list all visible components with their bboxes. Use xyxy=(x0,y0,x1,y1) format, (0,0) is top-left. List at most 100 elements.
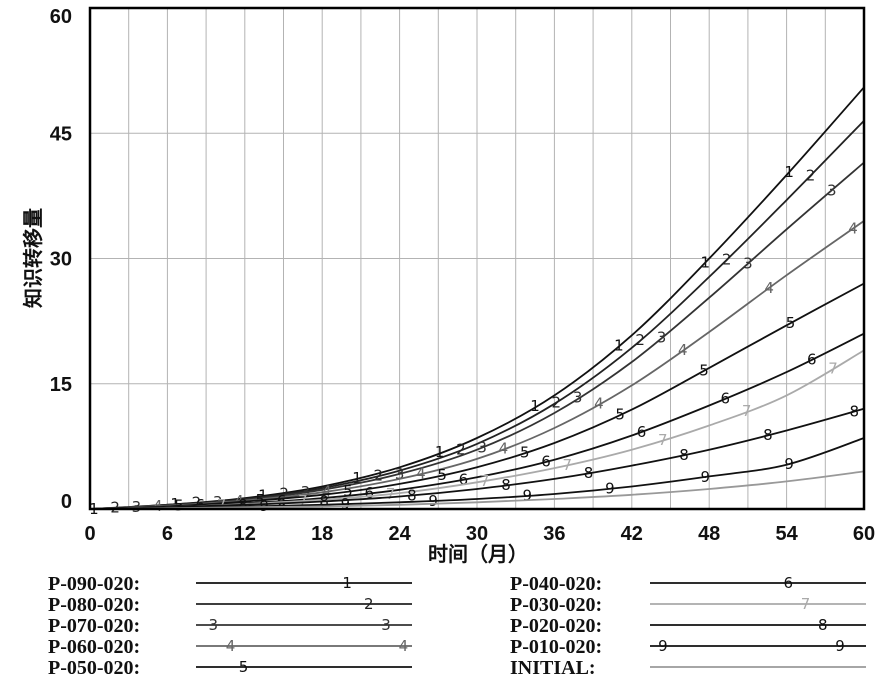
series-marker-9: 9 xyxy=(259,497,269,515)
series-marker-6: 6 xyxy=(807,351,817,369)
series-marker-9: 9 xyxy=(428,492,438,510)
grid xyxy=(90,8,864,509)
legend-label: P-050-020: xyxy=(48,657,140,679)
series-marker-6: 6 xyxy=(196,496,206,514)
series-marker-9: 9 xyxy=(341,495,351,513)
series-marker-6: 6 xyxy=(459,470,469,488)
series-marker-3: 3 xyxy=(657,328,667,346)
legend-marker-3: 3 xyxy=(381,616,391,634)
series-marker-8: 8 xyxy=(679,446,689,464)
series-marker-7: 7 xyxy=(563,456,573,474)
series-marker-7: 7 xyxy=(386,485,396,503)
x-tick-label: 54 xyxy=(775,523,798,545)
series-marker-3: 3 xyxy=(827,181,837,199)
series-marker-4: 4 xyxy=(678,341,688,359)
legend-marker-2: 2 xyxy=(364,595,374,613)
series-marker-1: 1 xyxy=(701,253,711,271)
legend-marker-3: 3 xyxy=(209,616,219,634)
legend-label: P-010-020: xyxy=(510,636,602,658)
series-marker-8: 8 xyxy=(238,496,248,514)
y-tick-label: 30 xyxy=(50,249,72,271)
series-marker-6: 6 xyxy=(637,423,647,441)
plot-frame xyxy=(88,6,866,511)
x-tick-label: 48 xyxy=(698,523,720,545)
legend-marker-7: 7 xyxy=(801,595,811,613)
series-marker-3: 3 xyxy=(301,483,311,501)
legend-label: P-040-020: xyxy=(510,573,602,595)
legend-label: P-080-020: xyxy=(48,594,140,616)
y-tick-labels: 0 15 30 45 60 xyxy=(50,6,72,513)
y-tick-label: 60 xyxy=(50,6,72,28)
series-marker-3: 3 xyxy=(395,465,405,483)
series-marker-3: 3 xyxy=(743,255,753,273)
series-marker-4: 4 xyxy=(499,439,509,457)
legend-label: P-070-020: xyxy=(48,615,140,637)
series-marker-1: 1 xyxy=(258,486,268,504)
series-marker-9: 9 xyxy=(784,455,794,473)
x-axis-label: 时间（月） xyxy=(428,542,528,566)
series-marker-9: 9 xyxy=(701,468,711,486)
series-marker-6: 6 xyxy=(541,453,551,471)
series-marker-8: 8 xyxy=(763,426,773,444)
series-marker-1: 1 xyxy=(530,397,540,415)
series-marker-7: 7 xyxy=(828,359,838,377)
y-tick-label: 15 xyxy=(50,374,72,396)
series-marker-9: 9 xyxy=(605,480,615,498)
x-tick-label: 42 xyxy=(621,523,643,545)
x-tick-label: 36 xyxy=(543,523,565,545)
series-line-p-050-020 xyxy=(89,282,865,510)
series-marker-2: 2 xyxy=(722,251,732,269)
series-marker-4: 4 xyxy=(594,395,604,413)
series-marker-5: 5 xyxy=(520,443,530,461)
series-marker-6: 6 xyxy=(277,492,287,510)
legend-marker-4: 4 xyxy=(399,637,409,655)
legend-marker-6: 6 xyxy=(783,574,793,592)
series-marker-4: 4 xyxy=(416,464,426,482)
x-tick-labels: 0 6 12 18 24 30 36 42 48 54 60 xyxy=(84,523,875,545)
series-marker-7: 7 xyxy=(298,492,308,510)
legend-label: INITIAL: xyxy=(510,657,596,679)
series-marker-7: 7 xyxy=(742,402,752,420)
legend-marker-5: 5 xyxy=(239,658,249,676)
y-axis-label: 知识转移量 xyxy=(21,208,45,308)
series-marker-1: 1 xyxy=(614,336,624,354)
series-marker-5: 5 xyxy=(615,406,625,424)
series-marker-3: 3 xyxy=(573,389,583,407)
series-line-initial xyxy=(89,470,865,510)
legend-label: P-060-020: xyxy=(48,636,140,658)
series-marker-6: 6 xyxy=(365,484,375,502)
x-tick-label: 18 xyxy=(311,523,333,545)
legend-label: P-030-020: xyxy=(510,594,602,616)
series-marker-1: 1 xyxy=(352,469,362,487)
x-tick-label: 12 xyxy=(234,523,256,545)
series-marker-8: 8 xyxy=(584,464,594,482)
series-marker-5: 5 xyxy=(699,362,709,380)
series-marker-2: 2 xyxy=(552,393,562,411)
series-marker-8: 8 xyxy=(319,492,329,510)
x-tick-label: 30 xyxy=(466,523,488,545)
legend-marker-1: 1 xyxy=(342,574,352,592)
y-tick-label: 45 xyxy=(50,123,72,145)
series-marker-5: 5 xyxy=(343,482,353,500)
series-marker-6: 6 xyxy=(721,390,731,408)
y-tick-label: 0 xyxy=(61,491,72,513)
x-tick-label: 60 xyxy=(853,523,875,545)
series-marker-2: 2 xyxy=(279,484,289,502)
series-marker-5: 5 xyxy=(437,466,447,484)
x-tick-label: 0 xyxy=(84,523,95,545)
legend-label: P-020-020: xyxy=(510,615,602,637)
series-marker-2: 2 xyxy=(806,167,816,185)
series-marker-7: 7 xyxy=(658,431,668,449)
series-marker-2: 2 xyxy=(374,466,384,484)
x-tick-label: 24 xyxy=(388,523,411,545)
series-marker-5: 5 xyxy=(256,491,266,509)
series-line-p-020-020 xyxy=(89,407,865,510)
legend-marker-8: 8 xyxy=(818,616,828,634)
series-marker-4: 4 xyxy=(848,220,858,238)
legend: P-090-020: 1 P-080-020: 2 P-070-020: 3 3 P-060-… xyxy=(48,573,866,679)
legend-marker-4: 4 xyxy=(226,637,236,655)
series-marker-5: 5 xyxy=(786,314,796,332)
series-marker-3: 3 xyxy=(477,438,487,456)
